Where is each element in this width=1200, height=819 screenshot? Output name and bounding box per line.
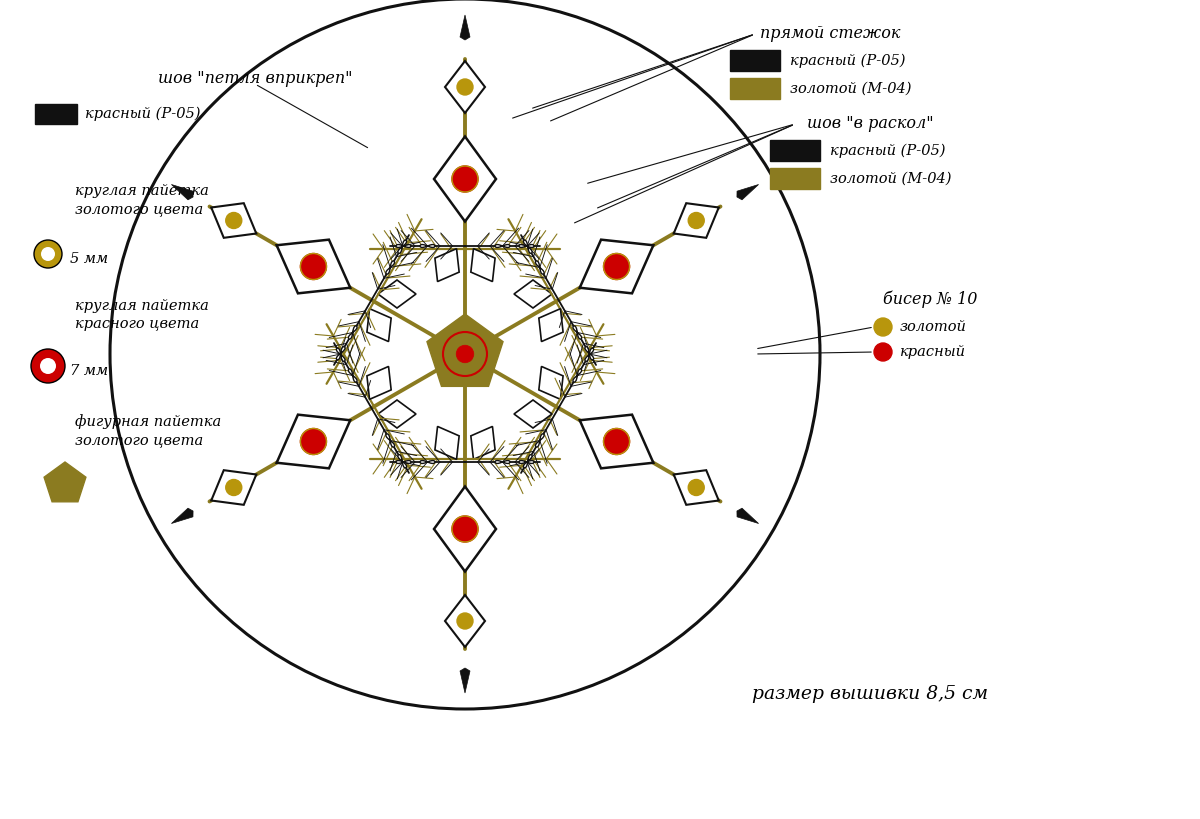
Text: золотой (М-04): золотой (М-04) (830, 172, 952, 186)
Polygon shape (211, 203, 257, 238)
FancyBboxPatch shape (35, 104, 77, 124)
Circle shape (456, 345, 474, 363)
Polygon shape (445, 595, 485, 647)
Polygon shape (367, 366, 391, 400)
Polygon shape (460, 668, 470, 693)
Text: золотой (М-04): золотой (М-04) (790, 82, 912, 96)
Text: 7 мм: 7 мм (70, 364, 108, 378)
Circle shape (457, 613, 473, 629)
Polygon shape (398, 240, 407, 253)
Polygon shape (572, 369, 582, 382)
Polygon shape (348, 369, 358, 382)
Polygon shape (277, 414, 350, 468)
Polygon shape (445, 61, 485, 113)
Polygon shape (580, 240, 653, 293)
FancyBboxPatch shape (730, 50, 780, 71)
Circle shape (874, 318, 892, 336)
Circle shape (41, 247, 55, 261)
Circle shape (452, 516, 478, 542)
Polygon shape (211, 470, 257, 505)
Circle shape (457, 79, 473, 95)
Text: круглая пайетка
золотого цвета: круглая пайетка золотого цвета (74, 184, 209, 216)
Polygon shape (496, 460, 510, 464)
Text: фигурная пайетка
золотого цвета: фигурная пайетка золотого цвета (74, 414, 221, 447)
Circle shape (689, 479, 704, 495)
Polygon shape (336, 346, 346, 360)
Circle shape (300, 428, 326, 455)
Polygon shape (514, 400, 552, 428)
Text: красный (Р-05): красный (Р-05) (85, 106, 200, 121)
Polygon shape (535, 434, 544, 447)
Polygon shape (470, 249, 496, 282)
Polygon shape (367, 309, 391, 342)
Circle shape (604, 428, 630, 455)
Polygon shape (496, 245, 510, 247)
Polygon shape (523, 240, 532, 253)
Circle shape (452, 166, 478, 192)
Polygon shape (398, 455, 407, 468)
Text: золотой: золотой (900, 320, 967, 334)
Polygon shape (535, 261, 544, 274)
Polygon shape (673, 203, 719, 238)
Circle shape (689, 212, 704, 229)
Polygon shape (673, 470, 719, 505)
Polygon shape (584, 348, 594, 361)
Polygon shape (434, 427, 460, 459)
Text: размер вышивки 8,5 см: размер вышивки 8,5 см (752, 685, 988, 703)
Polygon shape (539, 309, 563, 342)
Polygon shape (514, 280, 552, 308)
Circle shape (300, 254, 326, 279)
Circle shape (874, 343, 892, 361)
Polygon shape (378, 280, 416, 308)
Polygon shape (420, 460, 434, 464)
Text: прямой стежок: прямой стежок (760, 25, 900, 43)
Polygon shape (348, 326, 358, 339)
Text: бисер № 10: бисер № 10 (883, 290, 977, 308)
Text: 5 мм: 5 мм (70, 252, 108, 266)
Polygon shape (434, 137, 496, 221)
FancyBboxPatch shape (770, 140, 820, 161)
Polygon shape (520, 460, 534, 464)
Polygon shape (172, 184, 193, 200)
Polygon shape (44, 462, 86, 502)
Text: красный: красный (900, 345, 966, 359)
Text: красный (Р-05): красный (Р-05) (830, 144, 946, 158)
Text: красный (Р-05): красный (Р-05) (790, 54, 906, 68)
Polygon shape (386, 434, 395, 447)
Polygon shape (434, 249, 460, 282)
Polygon shape (584, 346, 594, 360)
Circle shape (226, 212, 241, 229)
Polygon shape (470, 427, 496, 459)
Polygon shape (378, 400, 416, 428)
Polygon shape (737, 508, 758, 523)
Polygon shape (420, 245, 434, 247)
Polygon shape (336, 348, 346, 361)
Polygon shape (396, 245, 410, 247)
Polygon shape (277, 240, 350, 293)
FancyBboxPatch shape (770, 168, 820, 189)
Text: шов "в раскол": шов "в раскол" (806, 115, 934, 133)
FancyBboxPatch shape (730, 78, 780, 99)
Polygon shape (539, 366, 563, 400)
Text: круглая пайетка
красного цвета: круглая пайетка красного цвета (74, 299, 209, 332)
Circle shape (604, 254, 630, 279)
Polygon shape (434, 486, 496, 572)
Polygon shape (427, 314, 503, 387)
Polygon shape (580, 414, 653, 468)
Text: шов "петля вприкреп": шов "петля вприкреп" (157, 70, 353, 88)
Polygon shape (460, 15, 470, 40)
Circle shape (40, 358, 56, 374)
Polygon shape (172, 508, 193, 523)
Polygon shape (520, 245, 534, 247)
Polygon shape (396, 460, 410, 464)
Polygon shape (572, 326, 582, 339)
Circle shape (34, 240, 62, 268)
Circle shape (31, 349, 65, 383)
Polygon shape (737, 184, 758, 200)
Polygon shape (523, 455, 532, 468)
Circle shape (226, 479, 241, 495)
Polygon shape (386, 261, 395, 274)
